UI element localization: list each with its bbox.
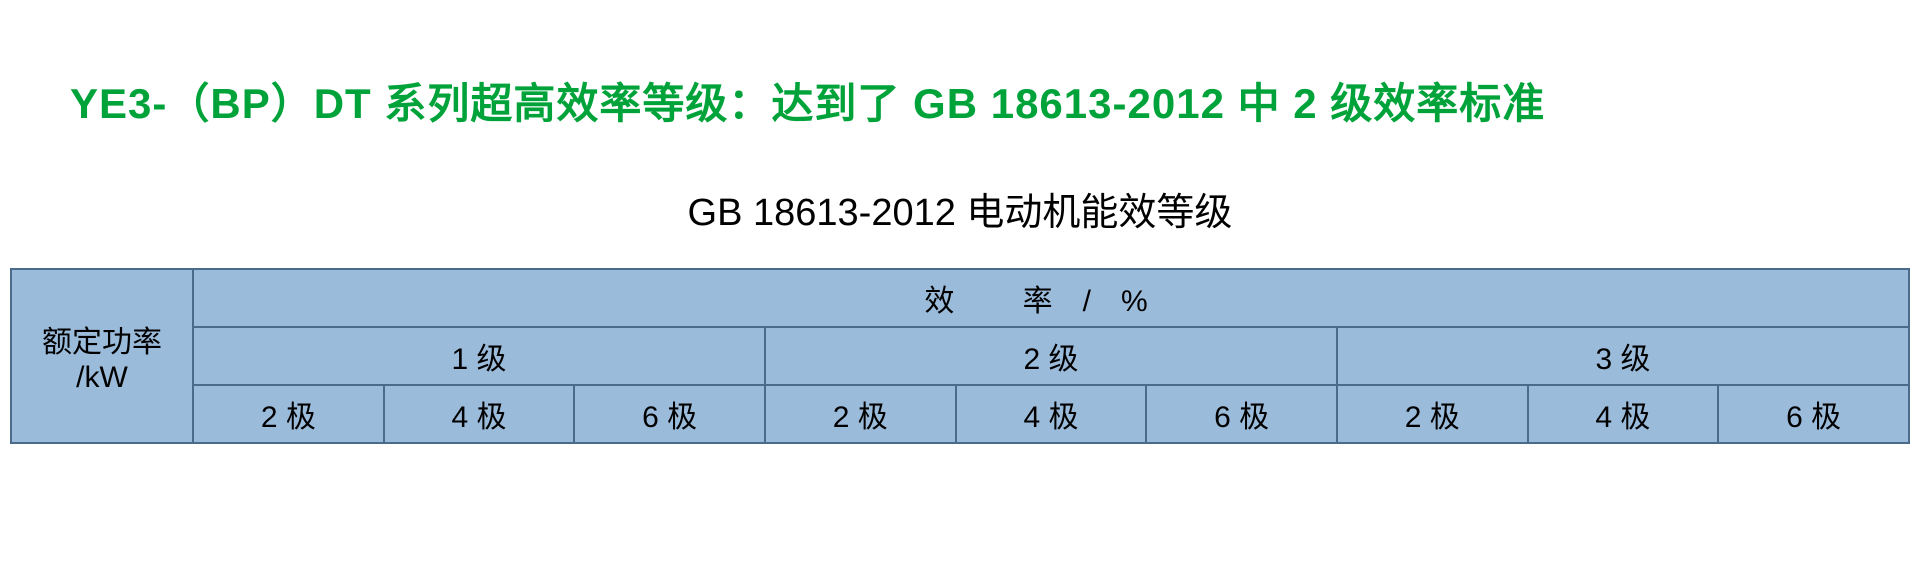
- rated-power-label-1: 额定功率: [42, 326, 162, 359]
- col-header-pole: 6 极: [574, 385, 765, 443]
- col-header-pole: 4 极: [384, 385, 575, 443]
- col-header-level-3: 3 级: [1337, 327, 1909, 385]
- col-header-efficiency: 效 率/%: [193, 269, 1909, 327]
- col-header-pole: 4 极: [956, 385, 1147, 443]
- efficiency-table: 额定功率 /kW 效 率/% 1 级 2 级 3 级 2 极 4 极 6 极 2…: [10, 268, 1910, 444]
- col-header-pole: 6 极: [1146, 385, 1337, 443]
- col-header-rated-power: 额定功率 /kW: [11, 269, 193, 443]
- col-header-pole: 4 极: [1528, 385, 1719, 443]
- col-header-level-1: 1 级: [193, 327, 765, 385]
- col-header-pole: 6 极: [1718, 385, 1909, 443]
- efficiency-label: 效 率/%: [924, 285, 1177, 318]
- col-header-pole: 2 极: [765, 385, 956, 443]
- page-heading: YE3-（BP）DT 系列超高效率等级：达到了 GB 18613-2012 中 …: [0, 0, 1920, 131]
- col-header-pole: 2 极: [1337, 385, 1528, 443]
- col-header-level-2: 2 级: [765, 327, 1337, 385]
- col-header-pole: 2 极: [193, 385, 384, 443]
- table-title: GB 18613-2012 电动机能效等级: [0, 181, 1920, 236]
- rated-power-label-2: /kW: [76, 361, 128, 394]
